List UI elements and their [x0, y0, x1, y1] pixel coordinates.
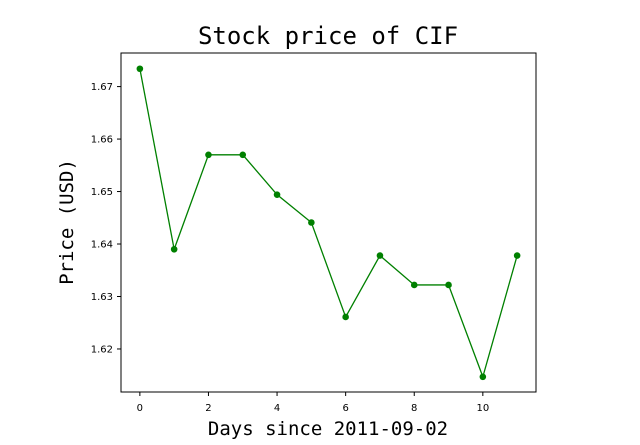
data-point — [513, 252, 521, 259]
x-tick-label: 6 — [342, 403, 348, 414]
x-tick-label: 0 — [137, 403, 143, 414]
y-tick-label: 1.65 — [91, 187, 113, 198]
data-point — [479, 373, 487, 381]
x-axis-label: Days since 2011-09-02 — [208, 418, 448, 440]
x-axis: 0 2 4 6 8 10 — [137, 392, 489, 414]
y-tick-label: 1.66 — [91, 135, 113, 146]
data-point — [205, 151, 212, 159]
data-point — [445, 281, 452, 289]
x-tick-label: 10 — [476, 403, 489, 414]
data-point — [410, 281, 418, 289]
y-axis: 1.62 1.63 1.64 1.65 1.66 1.67 — [91, 82, 121, 355]
data-point — [136, 65, 144, 73]
plot-area — [120, 52, 537, 393]
data-point — [273, 191, 281, 198]
data-point — [170, 245, 178, 253]
data-point — [239, 151, 247, 159]
data-point — [308, 219, 315, 226]
series-layer — [136, 65, 521, 381]
x-tick-label: 8 — [411, 403, 417, 414]
y-axis-label: Price (USD) — [56, 159, 78, 285]
y-tick-label: 1.63 — [91, 292, 113, 303]
chart-title: Stock price of CIF — [198, 22, 458, 50]
data-point — [342, 313, 349, 321]
x-tick-label: 4 — [274, 403, 280, 414]
y-tick-label: 1.62 — [91, 344, 113, 355]
x-tick-label: 2 — [205, 403, 211, 414]
y-tick-label: 1.67 — [91, 82, 113, 93]
data-point — [376, 252, 384, 259]
y-tick-label: 1.64 — [91, 240, 113, 251]
price-line — [139, 68, 518, 379]
